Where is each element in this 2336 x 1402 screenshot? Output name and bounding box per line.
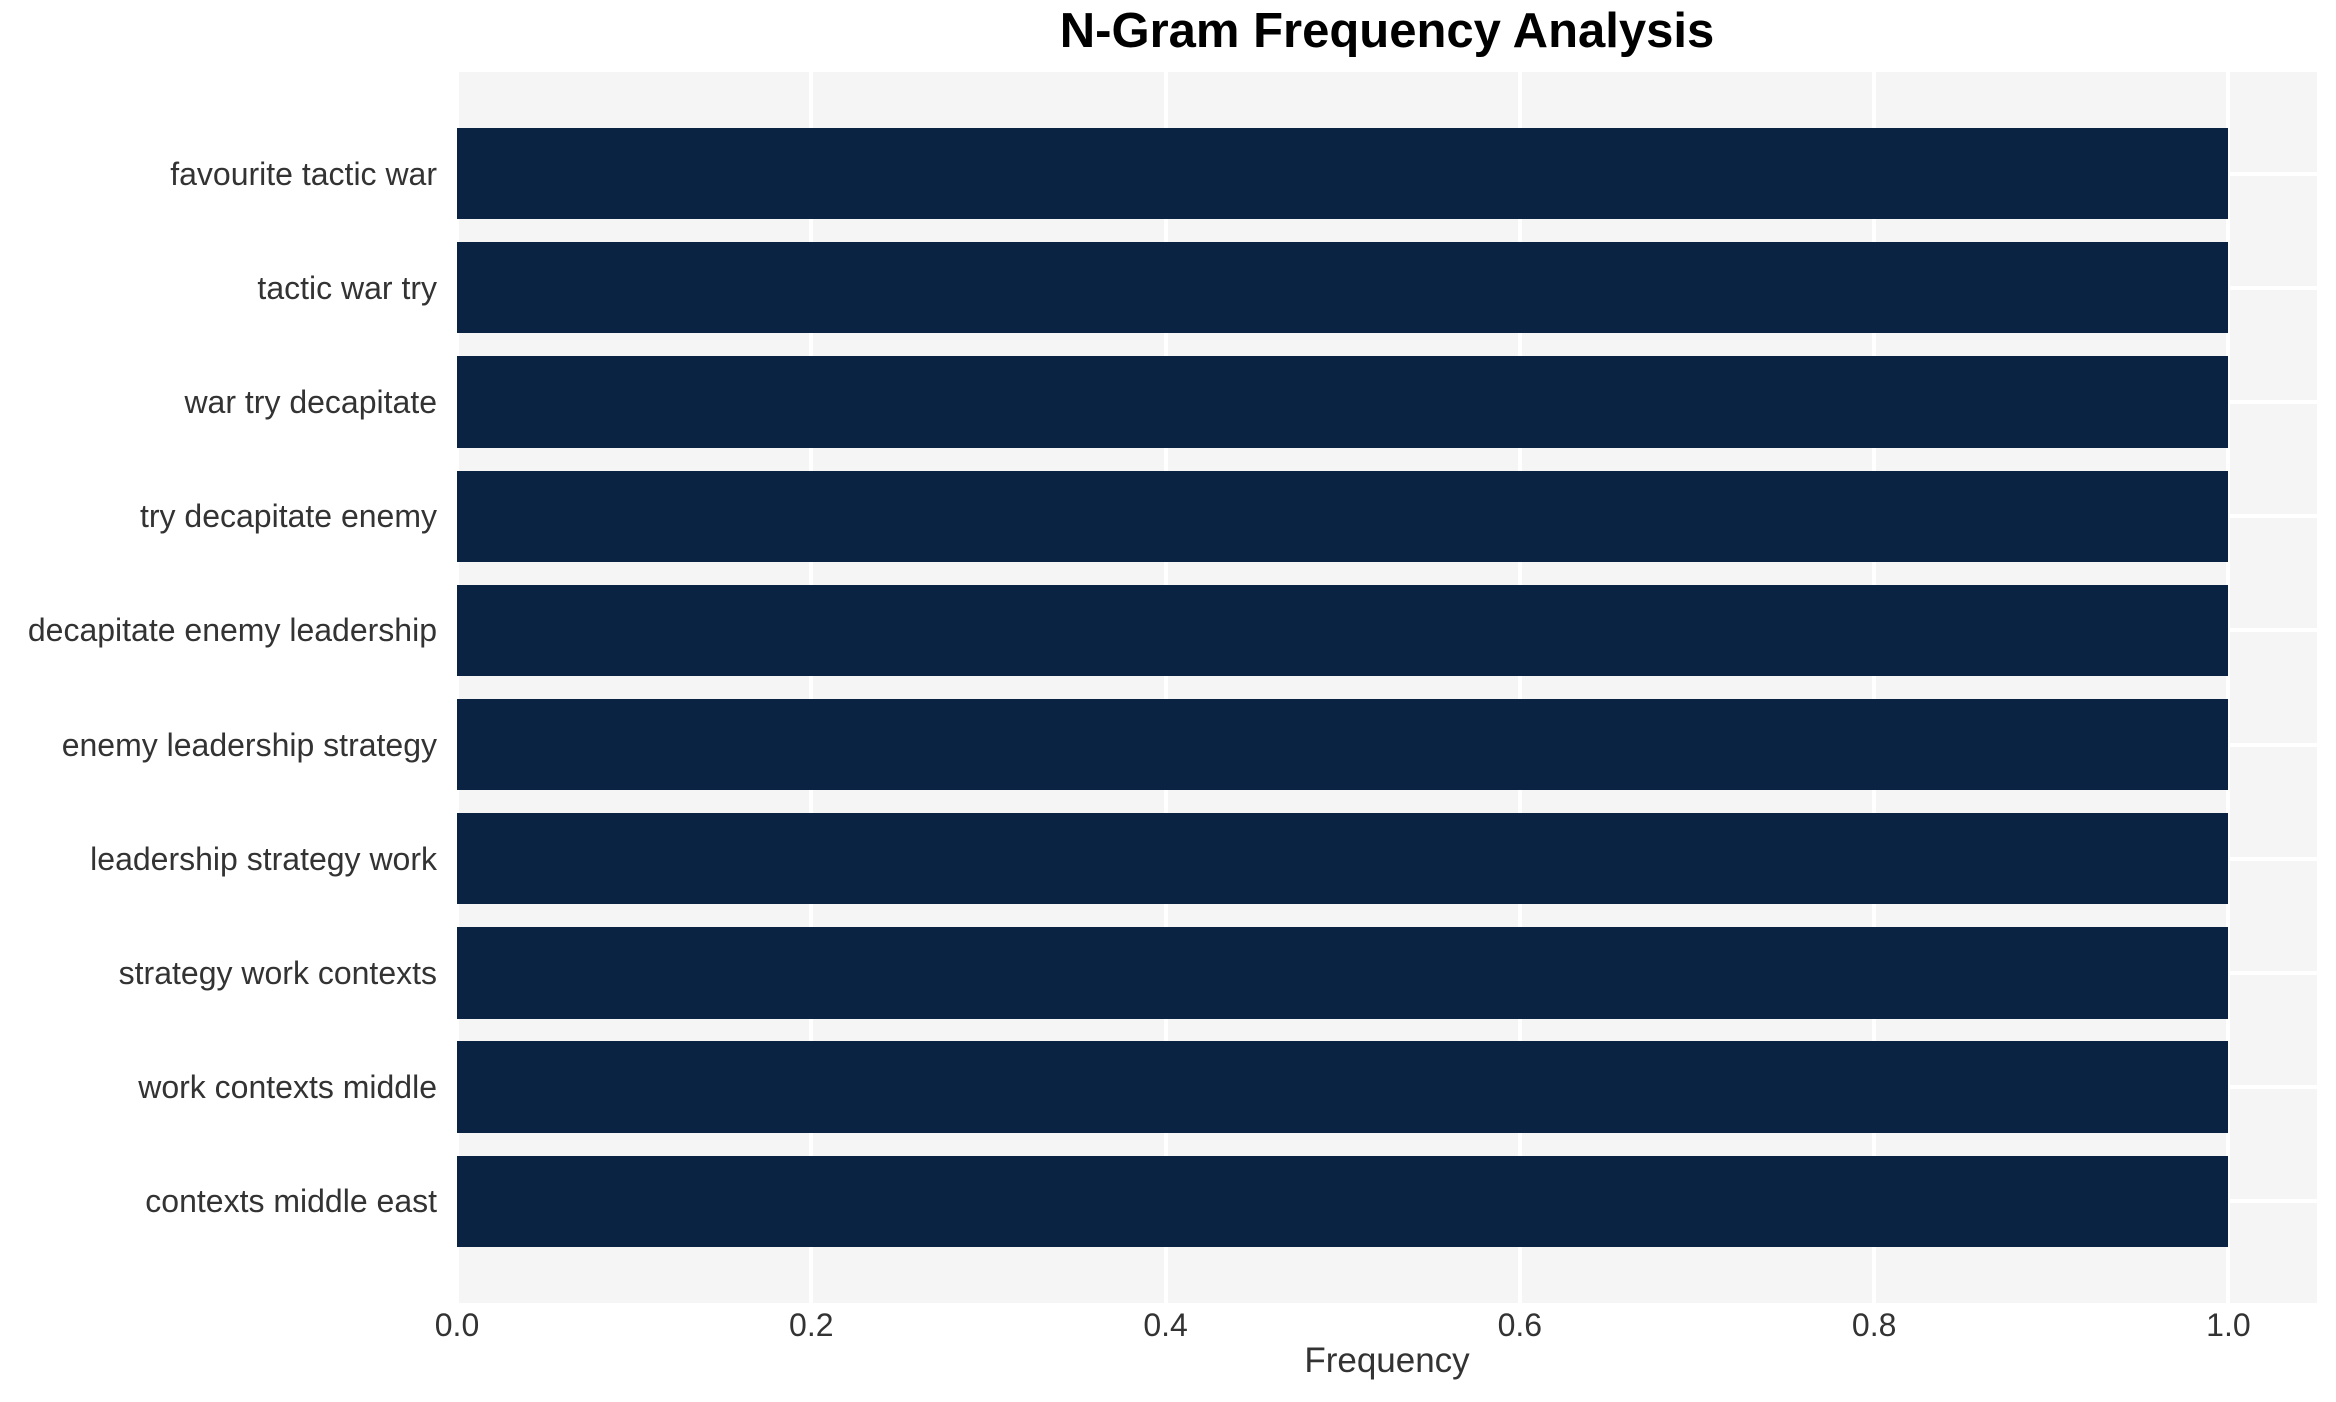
bar xyxy=(457,927,2229,1019)
y-tick-label: contexts middle east xyxy=(145,1183,437,1220)
x-gridline-0.2 xyxy=(809,72,814,1303)
bar xyxy=(457,584,2229,677)
x-gridline-0.0 xyxy=(457,72,459,1303)
x-gridline-0.8 xyxy=(1872,72,1877,1303)
bar xyxy=(457,356,2229,448)
y-axis-labels: favourite tactic war tactic war try war tr… xyxy=(0,72,447,1303)
y-tick-label: try decapitate enemy xyxy=(139,498,437,535)
x-axis-title: Frequency xyxy=(1304,1341,1470,1380)
bar xyxy=(457,470,2229,562)
x-tick-label: 0.8 xyxy=(1851,1307,1897,1343)
x-gridline-1.0 xyxy=(2226,72,2231,1303)
y-tick-label: favourite tactic war xyxy=(170,155,437,192)
y-tick-label: war try decapitate xyxy=(184,384,437,421)
x-tick-label: 0.0 xyxy=(434,1307,480,1343)
bar xyxy=(457,1041,2229,1133)
y-tick-label: enemy leadership strategy xyxy=(61,726,437,763)
y-tick-label: leadership strategy work xyxy=(90,840,437,877)
x-tick-label: 0.6 xyxy=(1497,1307,1543,1343)
x-tick-label: 0.4 xyxy=(1143,1307,1188,1343)
y-tick-label: decapitate enemy leadership xyxy=(27,612,437,649)
bar xyxy=(457,813,2229,905)
x-gridline-0.6 xyxy=(1517,72,1522,1303)
bar xyxy=(457,1155,2229,1248)
x-axis-tick-labels: 0.0 0.2 0.4 0.6 0.8 1.0 xyxy=(435,1307,2317,1349)
x-tick-label: 0.2 xyxy=(789,1307,834,1343)
bar xyxy=(457,698,2229,791)
bar xyxy=(457,242,2229,334)
chart-title: N-Gram Frequency Analysis xyxy=(1059,4,1715,58)
plot-area xyxy=(457,72,2317,1303)
y-tick-label: work contexts middle xyxy=(138,1069,437,1106)
x-gridline-0.4 xyxy=(1163,72,1168,1303)
y-tick-label: tactic war try xyxy=(257,269,437,306)
bar xyxy=(457,127,2229,220)
y-tick-label: strategy work contexts xyxy=(118,954,437,991)
x-tick-label: 1.0 xyxy=(2206,1307,2251,1343)
